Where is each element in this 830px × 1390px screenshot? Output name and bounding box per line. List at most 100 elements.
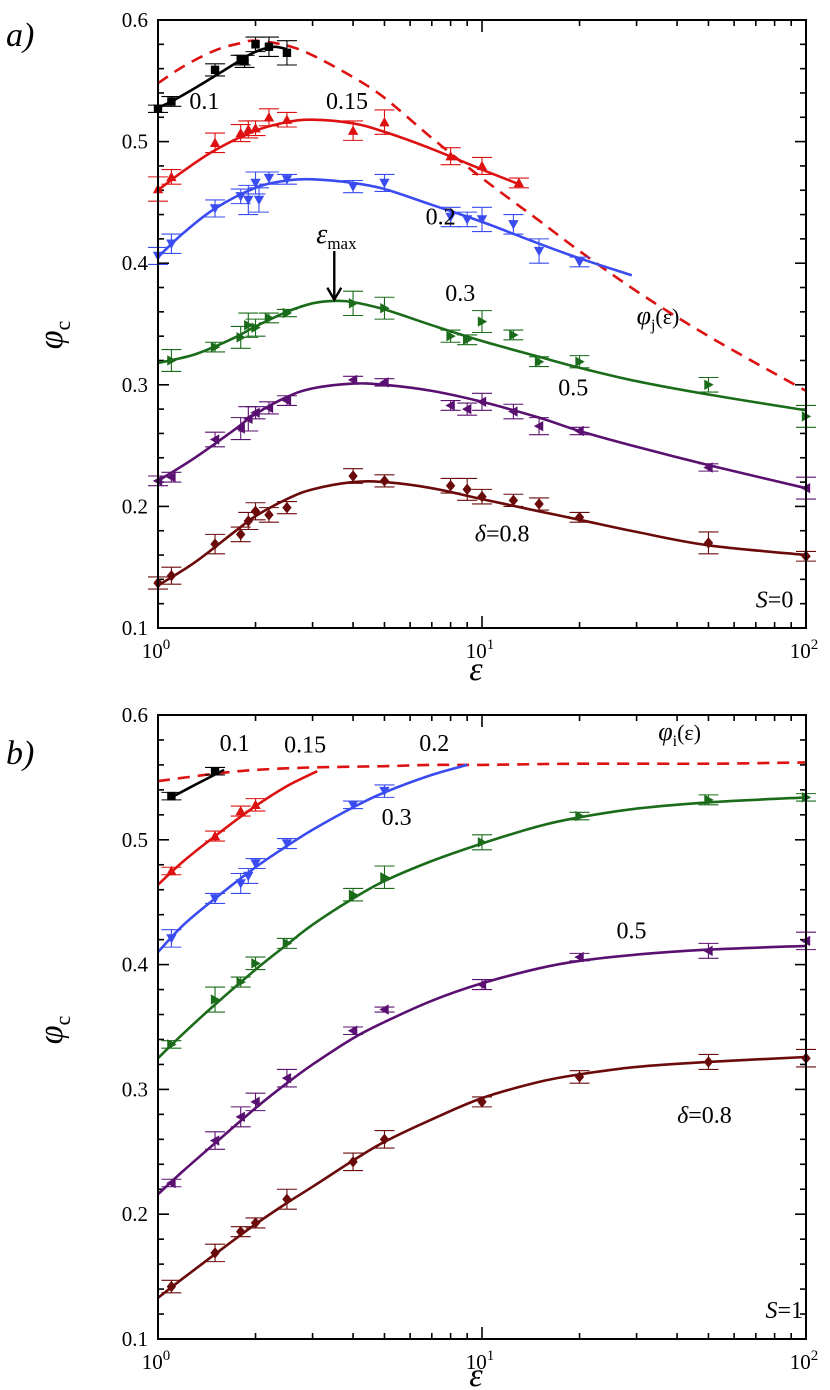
x-tick-label: 100 — [142, 1348, 171, 1374]
data-point — [281, 114, 293, 124]
x-tick-label: 101 — [466, 1348, 495, 1374]
panel-b-curve-label-0.1: 0.1 — [220, 731, 250, 757]
panel-a-y-label: φc — [33, 320, 75, 349]
x-tick-exp: 2 — [811, 1348, 819, 1364]
data-point — [347, 182, 359, 192]
s-annotation-value: =1 — [778, 1298, 804, 1324]
data-point — [250, 1096, 260, 1108]
panel-b-labels: φi(ε) 0.1 0.15 0.2 0.3 0.5 δ=0.8 S=1 — [220, 717, 803, 1324]
data-point — [379, 116, 390, 127]
curve-label-value: =0.8 — [688, 1103, 732, 1129]
panel-b-s-annotation: S=1 — [766, 1298, 804, 1324]
data-point — [166, 239, 177, 249]
x-tick-base: 10 — [142, 639, 163, 663]
data-point — [282, 938, 293, 949]
data-point — [445, 480, 456, 492]
panel-b-frame — [157, 714, 807, 1340]
data-point — [445, 150, 456, 161]
panel-a-series-0.5 — [148, 374, 816, 500]
data-point — [235, 805, 246, 816]
panel-a-series-0.8 — [148, 468, 816, 590]
y-tick-label: 0.1 — [122, 616, 148, 640]
y-tick-label: 0.1 — [122, 1327, 148, 1351]
data-point — [166, 472, 176, 483]
panel-a-y-label-sub: c — [50, 320, 75, 330]
data-point — [534, 356, 545, 367]
x-tick-base: 10 — [790, 1350, 811, 1374]
data-point — [379, 1004, 389, 1015]
data-point — [167, 791, 176, 801]
data-point — [281, 1072, 292, 1084]
panel-a-series — [148, 36, 816, 590]
panel-b-curve-label-0.3: 0.3 — [382, 805, 412, 831]
panel-b-curve-label-0.5: 0.5 — [616, 918, 646, 944]
x-tick-base: 10 — [466, 639, 487, 663]
envelope-label-main: φ — [658, 717, 672, 746]
data-point — [209, 204, 221, 214]
data-point — [462, 334, 473, 346]
y-tick-label: 0.3 — [122, 373, 148, 397]
data-point — [533, 420, 544, 432]
data-point — [574, 257, 585, 268]
panel-b-series — [157, 763, 816, 1299]
data-point — [379, 1133, 390, 1146]
panel-b-envelope-label: φi(ε) — [658, 717, 701, 750]
data-point — [250, 178, 261, 189]
x-tick-exp: 0 — [163, 1348, 171, 1364]
y-tick-label: 0.4 — [122, 251, 149, 275]
panel-b-y-label-sub: c — [50, 1015, 75, 1025]
data-point — [244, 320, 254, 331]
data-point — [243, 871, 254, 882]
data-point — [533, 246, 545, 257]
panel-b-envelope-curve — [157, 761, 807, 783]
panel-a-y-label-main: φ — [33, 330, 70, 349]
panel-b-curve-label-0.8: δ=0.8 — [677, 1103, 732, 1129]
data-point — [703, 462, 713, 473]
fit-curve — [157, 118, 520, 192]
panel-b-series-0.8 — [157, 1048, 816, 1299]
data-point — [703, 537, 714, 549]
data-point — [250, 859, 261, 869]
data-point — [282, 501, 292, 514]
fit-curve — [157, 177, 633, 277]
panel-b-envelope — [157, 761, 807, 783]
x-tick-label: 102 — [790, 637, 819, 663]
eps-max-sub: max — [327, 234, 357, 253]
data-point — [477, 1096, 487, 1108]
x-tick-exp: 1 — [487, 1348, 495, 1364]
y-tick-label: 0.5 — [122, 130, 148, 154]
data-point — [235, 1111, 245, 1123]
data-point — [209, 434, 220, 445]
panel-b-curve-label-0.2: 0.2 — [419, 731, 449, 757]
panel-a-series-0.15 — [148, 108, 529, 202]
fit-curve — [157, 944, 807, 1196]
data-point — [574, 511, 585, 524]
data-point — [347, 125, 359, 135]
data-point — [574, 951, 584, 963]
data-point — [704, 379, 714, 390]
x-tick-label: 100 — [142, 637, 171, 663]
panel-label-a: a) — [6, 17, 34, 54]
data-point — [250, 1217, 261, 1229]
data-point — [166, 1280, 177, 1293]
eps-max-arrowhead — [326, 287, 343, 303]
data-point — [235, 127, 246, 138]
data-point — [476, 979, 487, 990]
data-point — [210, 341, 221, 353]
data-point — [209, 137, 221, 148]
data-point — [209, 830, 221, 841]
data-point — [235, 192, 246, 202]
data-point — [281, 175, 293, 185]
x-tick-label: 102 — [790, 1348, 819, 1374]
panel-a-series-0.2 — [148, 171, 633, 277]
fit-curve — [157, 45, 288, 109]
data-point — [263, 402, 274, 414]
data-point — [476, 160, 488, 171]
panel-label-b: b) — [6, 735, 34, 772]
data-point — [348, 1156, 358, 1168]
panel-a-curve-label-0.15: 0.15 — [326, 89, 368, 115]
panel-a-series-0.3 — [157, 290, 816, 428]
y-tick-label: 0.5 — [122, 828, 148, 852]
